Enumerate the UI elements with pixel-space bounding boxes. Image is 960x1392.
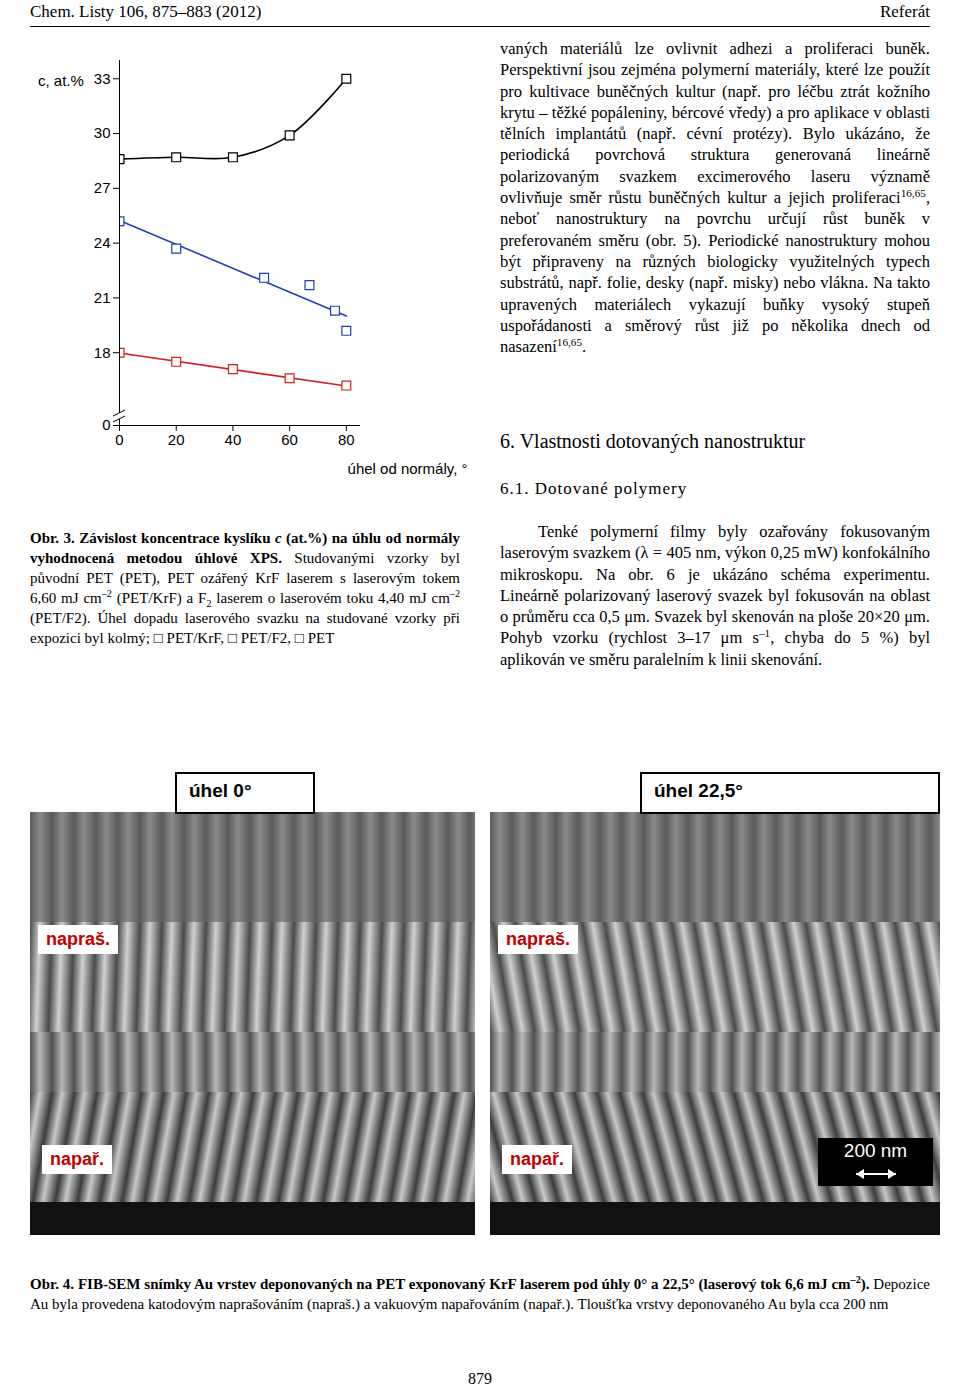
html-text:6. Vlastnosti dotovaných nanos: 6. Vlastnosti dotovaných nanostruktur	[500, 430, 806, 452]
html-text:napař.: napař.	[50, 1149, 104, 1169]
html-text:Chem. Listy 106, 875–883 (2012: Chem. Listy 106, 875–883 (2012)	[30, 2, 262, 21]
html-text:c, at.%: c, at.%	[38, 72, 84, 89]
svg-text:60: 60	[281, 431, 298, 448]
svg-text:21: 21	[94, 289, 111, 306]
html-text:napař.: napař.	[510, 1149, 564, 1169]
svg-text:33: 33	[94, 70, 111, 87]
html-text:úhel 0°: úhel 0°	[189, 780, 252, 801]
svg-text:40: 40	[225, 431, 242, 448]
html-text:(PET/F2). Úhel dopadu laserové: (PET/F2). Úhel dopadu laserového svazku …	[30, 610, 460, 646]
svg-text:24: 24	[94, 234, 111, 251]
html-text:napraš.: napraš.	[506, 929, 570, 949]
svg-text:0: 0	[115, 431, 123, 448]
html-text:vaných materiálů lze ovlivnit: vaných materiálů lze ovlivnit adhezi a p…	[500, 39, 930, 357]
svg-text:úhel od normály, °: úhel od normály, °	[348, 460, 468, 477]
html-text:6.1. Dotované polymery: 6.1. Dotované polymery	[500, 479, 688, 498]
svg-text:27: 27	[94, 179, 111, 196]
html-text:879: 879	[468, 1370, 492, 1387]
html-text:200 nm: 200 nm	[843, 1140, 908, 1161]
html-text:Obr. 3. Závislost koncentrace: Obr. 3. Závislost koncentrace kyslíku c …	[30, 530, 460, 609]
svg-text:18: 18	[94, 344, 111, 361]
html-text:napraš.: napraš.	[46, 929, 110, 949]
html-text:Tenké polymerní filmy byly oza: Tenké polymerní filmy byly ozařovány fok…	[500, 522, 930, 669]
svg-text:0: 0	[102, 416, 110, 433]
svg-text:30: 30	[94, 124, 111, 141]
html-text:Obr. 4. FIB-SEM snímky Au vrst: Obr. 4. FIB-SEM snímky Au vrstev deponov…	[30, 1274, 930, 1312]
svg-text:20: 20	[168, 431, 185, 448]
svg-text:80: 80	[338, 431, 355, 448]
html-text:úhel 22,5°: úhel 22,5°	[654, 780, 743, 801]
html-text:Referát: Referát	[880, 2, 930, 21]
